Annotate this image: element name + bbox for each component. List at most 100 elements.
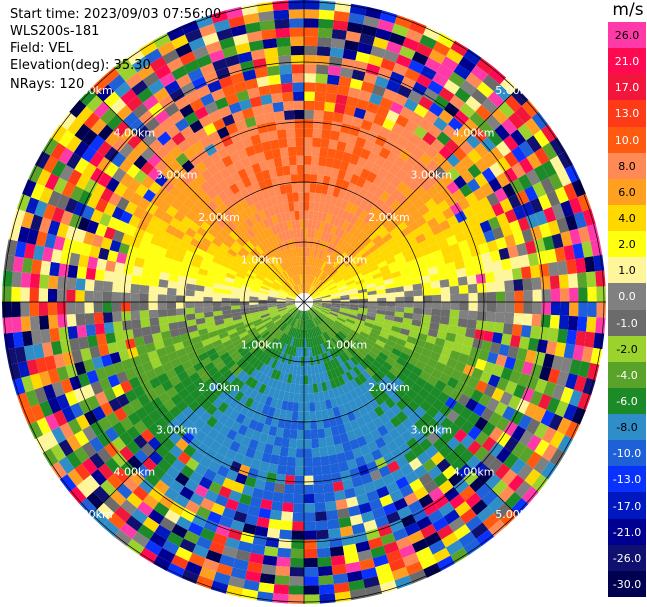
velocity-gate — [567, 273, 579, 289]
velocity-gate — [399, 242, 410, 253]
velocity-gate — [360, 250, 371, 259]
velocity-gate — [309, 337, 314, 348]
velocity-gate — [344, 450, 355, 462]
velocity-gate — [234, 213, 245, 224]
velocity-gate — [415, 546, 433, 562]
velocity-gate — [391, 270, 402, 279]
velocity-gate — [419, 222, 431, 234]
velocity-gate — [135, 125, 151, 141]
velocity-gate — [3, 254, 15, 272]
velocity-gate — [258, 303, 268, 307]
velocity-gate — [304, 493, 315, 504]
velocity-gate — [263, 443, 274, 455]
velocity-gate — [436, 458, 451, 473]
velocity-gate — [174, 412, 188, 425]
velocity-gate — [249, 306, 259, 311]
velocity-gate — [487, 496, 505, 513]
velocity-gate — [325, 157, 335, 168]
velocity-gate — [398, 148, 412, 162]
velocity-gate — [294, 275, 299, 285]
velocity-gate — [516, 347, 528, 362]
velocity-gate — [449, 94, 466, 110]
velocity-gate — [276, 303, 286, 307]
velocity-gate — [222, 256, 233, 265]
velocity-gate — [466, 274, 477, 285]
velocity-gate — [243, 579, 260, 592]
velocity-gate — [247, 125, 259, 137]
velocity-gate — [289, 576, 304, 586]
velocity-gate — [297, 173, 304, 184]
velocity-gate — [167, 315, 178, 324]
velocity-gate — [313, 327, 319, 337]
velocity-gate — [454, 231, 467, 243]
velocity-gate — [116, 196, 130, 211]
velocity-gate — [456, 326, 467, 337]
velocity-gate — [78, 398, 92, 415]
velocity-gate — [400, 161, 414, 174]
velocity-gate — [240, 292, 250, 297]
velocity-gate — [524, 117, 541, 136]
velocity-gate — [90, 208, 104, 224]
velocity-gate — [412, 81, 428, 96]
velocity-gate — [337, 283, 347, 289]
velocity-gate — [448, 277, 459, 287]
velocity-gate — [556, 370, 570, 387]
velocity-gate — [344, 552, 360, 565]
velocity-gate — [425, 335, 437, 345]
velocity-gate — [346, 162, 357, 174]
velocity-gate — [306, 265, 310, 275]
velocity-gate — [100, 354, 113, 367]
velocity-gate — [217, 190, 229, 203]
velocity-gate — [311, 307, 319, 314]
velocity-gate — [12, 377, 26, 396]
velocity-gate — [404, 296, 414, 302]
velocity-gate — [50, 443, 67, 462]
velocity-gate — [242, 69, 257, 81]
velocity-gate — [212, 195, 224, 207]
velocity-gate — [449, 202, 463, 216]
velocity-gate — [226, 163, 238, 176]
velocity-gate — [126, 440, 141, 456]
velocity-gate — [407, 192, 420, 204]
velocity-gate — [321, 212, 328, 223]
velocity-gate — [242, 230, 253, 241]
velocity-gate — [308, 275, 313, 285]
velocity-gate — [281, 312, 290, 320]
velocity-gate — [142, 494, 159, 510]
velocity-gate — [315, 258, 321, 268]
velocity-gate — [353, 339, 364, 349]
velocity-gate — [390, 404, 402, 416]
velocity-gate — [312, 128, 323, 139]
velocity-gate — [458, 284, 469, 294]
velocity-gate — [432, 192, 445, 206]
velocity-gate — [71, 349, 83, 364]
velocity-gate — [194, 161, 208, 174]
velocity-gate — [382, 88, 398, 102]
velocity-gate — [354, 455, 367, 468]
velocity-gate — [177, 320, 188, 329]
velocity-gate — [403, 377, 416, 389]
velocity-gate — [28, 164, 44, 183]
velocity-gate — [320, 362, 327, 373]
velocity-gate — [360, 510, 375, 523]
velocity-gate — [359, 360, 369, 370]
velocity-gate — [432, 516, 449, 532]
velocity-gate — [375, 313, 386, 320]
velocity-gate — [280, 73, 293, 84]
velocity-gate — [514, 106, 532, 124]
velocity-gate — [332, 434, 342, 446]
velocity-gate — [307, 284, 312, 294]
velocity-gate — [168, 185, 182, 199]
velocity-gate — [254, 421, 265, 433]
velocity-gate — [366, 312, 377, 318]
velocity-gate — [327, 329, 335, 338]
velocity-gate — [351, 116, 364, 128]
velocity-gate — [187, 324, 198, 333]
velocity-gate — [185, 295, 195, 302]
velocity-gate — [375, 563, 392, 576]
velocity-gate — [312, 211, 319, 221]
velocity-gate — [516, 189, 530, 206]
velocity-gate — [31, 259, 42, 275]
velocity-gate — [327, 282, 336, 289]
velocity-gate — [453, 428, 468, 443]
